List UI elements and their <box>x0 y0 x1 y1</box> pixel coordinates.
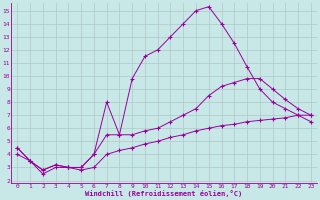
X-axis label: Windchill (Refroidissement éolien,°C): Windchill (Refroidissement éolien,°C) <box>85 190 243 197</box>
